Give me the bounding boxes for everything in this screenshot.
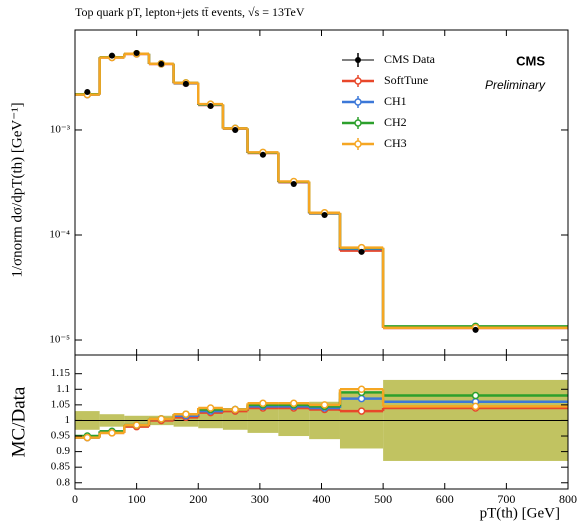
legend-label: CH3: [384, 136, 407, 150]
legend-swatch: [354, 119, 362, 127]
marker: [471, 391, 480, 400]
x-tick-label: 600: [436, 492, 454, 506]
data-point: [84, 88, 91, 95]
x-tick-label: 700: [497, 492, 515, 506]
x-tick-label: 0: [72, 492, 78, 506]
y-tick-label: 0.95: [51, 430, 71, 442]
data-point: [133, 50, 140, 57]
marker: [231, 405, 239, 414]
marker: [357, 385, 366, 394]
y-tick-label: 1.15: [51, 367, 71, 379]
data-point: [207, 103, 214, 110]
y-tick-label: 10⁻⁴: [49, 229, 70, 241]
data-point: [472, 326, 479, 333]
y-tick-label: 1.1: [56, 383, 70, 395]
marker: [83, 433, 92, 442]
data-point: [232, 126, 239, 133]
data-point: [358, 248, 365, 255]
x-axis-label: pT(th) [GeV]: [480, 505, 560, 521]
y-tick-label: 0.85: [51, 461, 71, 473]
x-tick-label: 800: [559, 492, 577, 506]
x-tick-label: 500: [374, 492, 392, 506]
legend-label: CMS Data: [384, 52, 436, 66]
x-tick-label: 100: [128, 492, 146, 506]
marker: [259, 399, 267, 408]
marker: [108, 429, 116, 437]
y-axis-label: 1/σnorm dσ/dpT(th) [GeV⁻¹]: [9, 102, 25, 277]
x-tick-label: 400: [313, 492, 331, 506]
x-tick-label: 200: [189, 492, 207, 506]
marker: [471, 402, 480, 411]
experiment-label: CMS: [516, 53, 545, 68]
data-point: [108, 52, 115, 59]
y-tick-label: 0.9: [56, 445, 70, 457]
data-point: [182, 80, 189, 87]
data-point: [321, 212, 328, 219]
marker: [357, 394, 366, 403]
legend-swatch: [354, 98, 362, 106]
data-point: [259, 151, 266, 158]
marker: [157, 415, 166, 423]
marker: [206, 404, 215, 412]
legend-swatch: [355, 57, 361, 63]
legend-swatch: [354, 140, 362, 148]
legend-label: SoftTune: [384, 73, 428, 87]
legend-swatch: [354, 77, 362, 85]
marker: [357, 407, 366, 415]
status-label: Preliminary: [485, 78, 546, 92]
ratio-y-axis-label: MC/Data: [8, 386, 29, 457]
legend-label: CH1: [384, 94, 407, 108]
marker: [320, 401, 329, 409]
y-tick-label: 10⁻³: [50, 123, 71, 135]
marker: [290, 399, 298, 408]
x-tick-label: 300: [251, 492, 269, 506]
chart-title: Top quark pT, lepton+jets tt̄ events, √s…: [75, 5, 305, 19]
y-tick-label: 10⁻⁵: [49, 334, 70, 346]
y-tick-label: 1: [65, 414, 71, 426]
legend-label: CH2: [384, 115, 407, 129]
y-tick-label: 0.8: [56, 476, 70, 488]
data-point: [158, 60, 165, 67]
marker: [132, 421, 141, 429]
data-point: [290, 180, 297, 187]
marker: [182, 410, 190, 418]
y-tick-label: 1.05: [51, 398, 71, 410]
